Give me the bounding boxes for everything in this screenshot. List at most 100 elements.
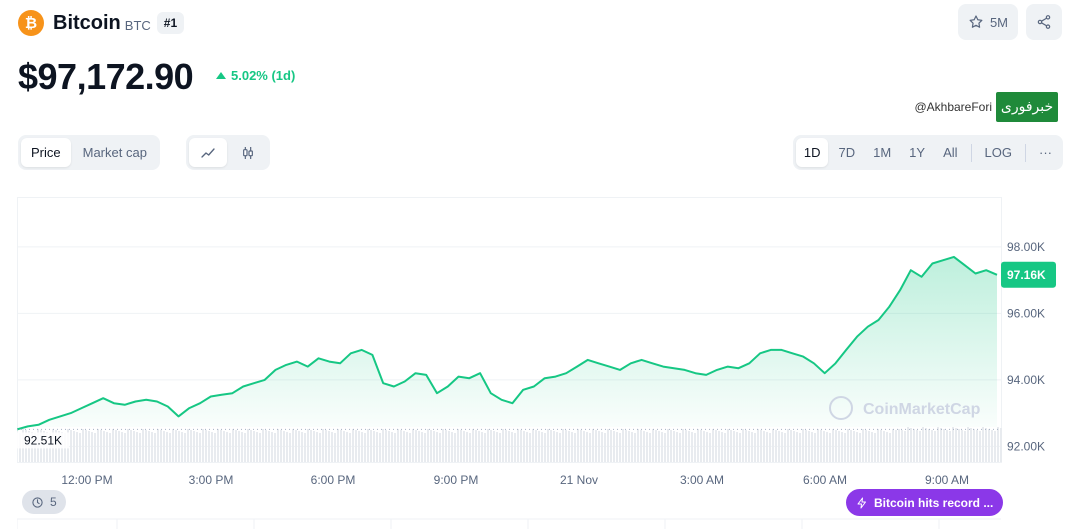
- share-button[interactable]: [1026, 4, 1062, 40]
- volume-bar: [403, 431, 405, 462]
- range-1d[interactable]: 1D: [795, 138, 829, 167]
- volume-bar: [697, 429, 699, 462]
- volume-bar: [553, 431, 555, 462]
- volume-bar: [580, 430, 582, 462]
- volume-bar: [157, 429, 159, 462]
- volume-bar: [466, 432, 468, 462]
- volume-bar: [109, 433, 111, 462]
- volume-bar: [358, 431, 360, 462]
- volume-bar: [451, 432, 453, 462]
- volume-bar: [865, 430, 867, 462]
- triangle-up-icon: [216, 72, 226, 79]
- current-price: $97,172.90: [18, 56, 194, 97]
- volume-bar: [166, 432, 168, 462]
- range-1m[interactable]: 1M: [873, 145, 892, 160]
- x-tick-label: 3:00 PM: [189, 473, 234, 487]
- volume-bar: [409, 433, 411, 462]
- watchlist-count: 5M: [989, 14, 1008, 30]
- volume-bar: [685, 430, 687, 462]
- volume-bar: [589, 433, 591, 462]
- x-tick-label: 6:00 AM: [803, 473, 847, 487]
- volume-bar: [814, 433, 816, 462]
- price-change: 5.02% (1d): [216, 68, 295, 83]
- range-all[interactable]: All: [943, 145, 958, 160]
- volume-bar: [898, 429, 900, 462]
- volume-bar: [931, 430, 933, 462]
- volume-bar: [883, 431, 885, 462]
- price-chart-svg: 98.00K 96.00K 94.00K 92.00K 92.51K 97.16K Coin…: [17, 197, 1056, 529]
- tab-market-cap[interactable]: Market cap: [82, 145, 147, 160]
- volume-bar: [586, 432, 588, 462]
- volume-bar: [70, 430, 72, 462]
- volume-bar: [928, 429, 930, 462]
- volume-bar: [352, 429, 354, 462]
- volume-bar: [550, 430, 552, 462]
- volume-bar: [856, 432, 858, 462]
- current-price-badge: [1001, 261, 1056, 288]
- volume-bar: [118, 431, 120, 462]
- volume-bar: [910, 428, 912, 462]
- volume-bar: [319, 433, 321, 462]
- log-scale-button[interactable]: LOG: [984, 145, 1012, 160]
- volume-bar: [250, 430, 252, 462]
- history-button[interactable]: 5: [22, 490, 66, 514]
- volume-bar: [610, 430, 612, 462]
- volume-bar: [895, 430, 897, 462]
- volume-bar: [115, 430, 117, 462]
- volume-bar: [841, 432, 843, 462]
- volume-bar: [757, 429, 759, 462]
- volume-bar: [379, 433, 381, 462]
- volume-bar: [820, 430, 822, 462]
- volume-bar: [541, 432, 543, 462]
- volume-bar: [772, 429, 774, 462]
- candlestick-button[interactable]: [229, 138, 267, 167]
- volume-bar: [262, 429, 264, 462]
- volume-bar: [676, 432, 678, 462]
- price-chart[interactable]: 98.00K 96.00K 94.00K 92.00K 92.51K 97.16K Coin…: [17, 197, 1063, 529]
- y-tick-label: 92.00K: [1007, 439, 1045, 453]
- x-tick-label: 9:00 PM: [434, 473, 479, 487]
- volume-bar: [880, 430, 882, 462]
- lightning-icon: [857, 497, 866, 508]
- volume-bar: [655, 430, 657, 462]
- volume-bar: [907, 427, 909, 462]
- volume-bar: [700, 430, 702, 462]
- volume-bar: [334, 433, 336, 462]
- volume-bar: [364, 433, 366, 462]
- volume-bar: [211, 432, 213, 462]
- news-event-pill[interactable]: Bitcoin hits record ...: [846, 489, 1004, 516]
- volume-bar: [925, 428, 927, 462]
- volume-bar: [787, 429, 789, 462]
- volume-bar: [247, 429, 249, 462]
- current-price-label: 97.16K: [1007, 268, 1046, 282]
- volume-bar: [205, 430, 207, 462]
- volume-bar: [214, 433, 216, 462]
- volume-bar: [301, 432, 303, 462]
- volume-bar: [619, 433, 621, 462]
- volume-bar: [328, 431, 330, 462]
- watermark-handle: @AkhbareFori: [914, 100, 992, 114]
- share-icon: [1037, 15, 1051, 29]
- volume-bar: [1000, 428, 1002, 462]
- range-1y[interactable]: 1Y: [909, 145, 926, 160]
- volume-bar: [370, 430, 372, 462]
- volume-bar: [397, 429, 399, 462]
- more-options-button[interactable]: ···: [1039, 145, 1052, 160]
- volume-bar: [259, 433, 261, 462]
- divider: [1025, 143, 1026, 162]
- top-actions: 5M: [957, 4, 1062, 40]
- line-chart-button[interactable]: [189, 138, 227, 167]
- volume-bar: [934, 431, 936, 462]
- volume-bar: [748, 431, 750, 462]
- volume-bar: [679, 433, 681, 462]
- tab-price[interactable]: Price: [21, 138, 71, 167]
- volume-bar: [121, 432, 123, 462]
- volume-bar: [433, 431, 435, 462]
- x-tick-label: 3:00 AM: [680, 473, 724, 487]
- volume-bar: [97, 429, 99, 462]
- range-7d[interactable]: 7D: [838, 145, 856, 160]
- volume-bar: [652, 429, 654, 462]
- watchlist-button[interactable]: 5M: [957, 4, 1018, 40]
- volume-bar: [985, 428, 987, 462]
- volume-bar: [598, 431, 600, 462]
